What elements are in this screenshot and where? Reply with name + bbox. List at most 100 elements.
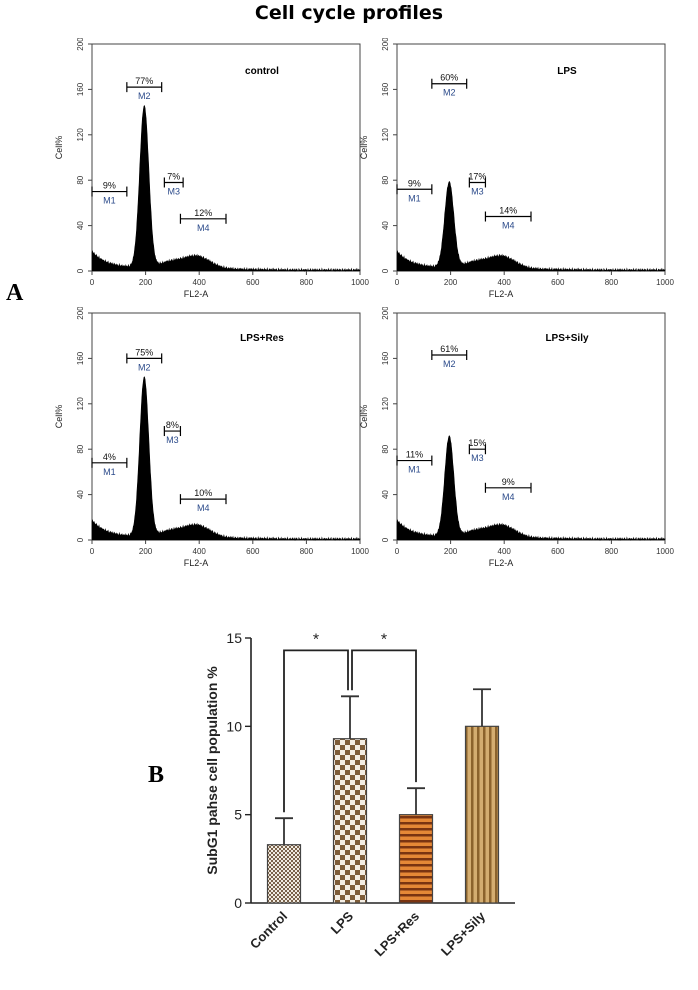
gate-percent: 14% xyxy=(499,206,517,216)
significance-bracket: * xyxy=(351,631,417,783)
gate-name: M1 xyxy=(408,465,421,475)
gate-percent: 11% xyxy=(406,450,423,460)
gate-percent: 10% xyxy=(194,488,212,498)
y-tick-label: 0 xyxy=(381,537,390,542)
x-tick-label: 1000 xyxy=(351,278,369,287)
x-tick-label: 600 xyxy=(551,278,565,287)
gate-name: M1 xyxy=(103,467,116,477)
y-tick-label: 10 xyxy=(226,718,242,734)
gate-percent: 9% xyxy=(103,181,116,191)
y-tick-label: 160 xyxy=(381,351,390,365)
y-tick-label: 200 xyxy=(381,38,390,51)
x-tick-label: 800 xyxy=(300,278,314,287)
significance-bracket: * xyxy=(283,631,349,813)
plot-frame xyxy=(91,312,361,541)
x-axis-label: FL2-A xyxy=(489,558,514,568)
gate-name: M1 xyxy=(408,193,421,203)
panel-title: LPS xyxy=(557,66,577,77)
x-tick-label: 200 xyxy=(139,278,153,287)
x-tick-label: 200 xyxy=(444,278,458,287)
gate-m1: 9% M1 xyxy=(396,178,433,203)
gate-name: M2 xyxy=(138,91,151,101)
histogram-lps-res: 0 40 80 120 160 200 0 200 400 600 800 1000 FL2-A Cell… xyxy=(54,307,369,568)
gate-name: M3 xyxy=(166,435,179,445)
x-tick-label: 800 xyxy=(605,278,619,287)
gate-m4: 12% M4 xyxy=(179,208,227,233)
histogram-area xyxy=(91,105,361,273)
gate-m2: 77% M2 xyxy=(126,76,163,101)
y-tick-label: 80 xyxy=(76,444,85,453)
x-tick-label: LPS xyxy=(328,908,357,937)
bracket-line xyxy=(283,649,349,813)
bar-control xyxy=(266,844,302,904)
gate-m3: 7% M3 xyxy=(163,171,184,196)
y-tick-label: 0 xyxy=(76,268,85,273)
x-tick-label: 800 xyxy=(300,547,314,556)
gate-name: M3 xyxy=(471,453,484,463)
y-tick-label: 120 xyxy=(381,128,390,142)
gate-name: M3 xyxy=(167,186,180,196)
y-tick-label: 15 xyxy=(226,630,242,646)
y-tick-label: 40 xyxy=(76,490,85,499)
gate-m4: 14% M4 xyxy=(484,206,532,231)
y-tick-label: 0 xyxy=(381,268,390,273)
figure-title: Cell cycle profiles xyxy=(254,2,444,24)
x-tick-label: 400 xyxy=(498,547,512,556)
y-tick-label: 160 xyxy=(76,351,85,365)
bar-lps-sily xyxy=(464,725,500,904)
gate-percent: 61% xyxy=(440,344,458,354)
x-tick-label: 400 xyxy=(498,278,512,287)
y-tick-label: 200 xyxy=(381,307,390,320)
panel-title: LPS+Sily xyxy=(545,333,589,344)
x-tick-label: 1000 xyxy=(656,547,674,556)
histogram-area xyxy=(396,435,666,542)
gate-name: M1 xyxy=(103,196,116,206)
gate-m4: 10% M4 xyxy=(179,488,227,513)
x-tick-label: LPS+Res xyxy=(371,909,422,960)
x-tick-label: 0 xyxy=(395,547,400,556)
gate-percent: 15% xyxy=(468,438,486,448)
y-tick-label: 80 xyxy=(381,444,390,453)
gate-m4: 9% M4 xyxy=(484,477,532,502)
x-tick-label: Control xyxy=(247,909,290,952)
gate-percent: 77% xyxy=(135,76,153,86)
gate-percent: 9% xyxy=(408,178,421,188)
y-tick-label: 200 xyxy=(76,38,85,51)
y-axis-label: Cell% xyxy=(54,405,64,429)
bracket-line xyxy=(351,649,417,783)
y-tick-label: 0 xyxy=(76,537,85,542)
x-axis-label: FL2-A xyxy=(489,289,514,299)
y-axis-label: Cell% xyxy=(359,405,369,429)
y-tick-label: 160 xyxy=(381,82,390,96)
histogram-lps: 0 40 80 120 160 200 0 200 400 600 800 1000 FL2-A Cell… xyxy=(359,38,674,299)
y-tick-label: 0 xyxy=(234,895,242,911)
x-tick-label: 0 xyxy=(395,278,400,287)
x-tick-label: 0 xyxy=(90,547,95,556)
y-tick-label: 40 xyxy=(381,490,390,499)
x-axis-label: FL2-A xyxy=(184,558,209,568)
y-tick-label: 120 xyxy=(381,397,390,411)
y-axis-label: Cell% xyxy=(359,136,369,160)
x-tick-label: LPS+Sily xyxy=(438,908,489,959)
y-tick-label: 120 xyxy=(76,397,85,411)
gate-m1: 9% M1 xyxy=(91,181,128,206)
histogram-area xyxy=(91,376,361,542)
histogram-lps-sily: 0 40 80 120 160 200 0 200 400 600 800 1000 FL2-A Cell… xyxy=(359,307,674,568)
gate-m3: 15% M3 xyxy=(468,438,486,463)
gate-percent: 9% xyxy=(502,477,515,487)
x-tick-label: 600 xyxy=(246,278,260,287)
panel-title: LPS+Res xyxy=(240,333,284,344)
histogram-control: 0 40 80 120 160 200 0 200 400 600 800 1000 FL2-A Cell… xyxy=(54,38,369,299)
bar-lps xyxy=(332,738,368,904)
gate-name: M2 xyxy=(443,359,456,369)
plot-frame xyxy=(396,312,666,541)
x-tick-label: 200 xyxy=(139,547,153,556)
x-tick-label: 400 xyxy=(193,547,207,556)
x-tick-label: 200 xyxy=(444,547,458,556)
y-tick-label: 80 xyxy=(76,175,85,184)
significance-star: * xyxy=(381,631,387,648)
gate-name: M3 xyxy=(471,186,484,196)
gate-m3: 17% M3 xyxy=(468,171,486,196)
significance-star: * xyxy=(313,631,319,648)
x-tick-label: 800 xyxy=(605,547,619,556)
